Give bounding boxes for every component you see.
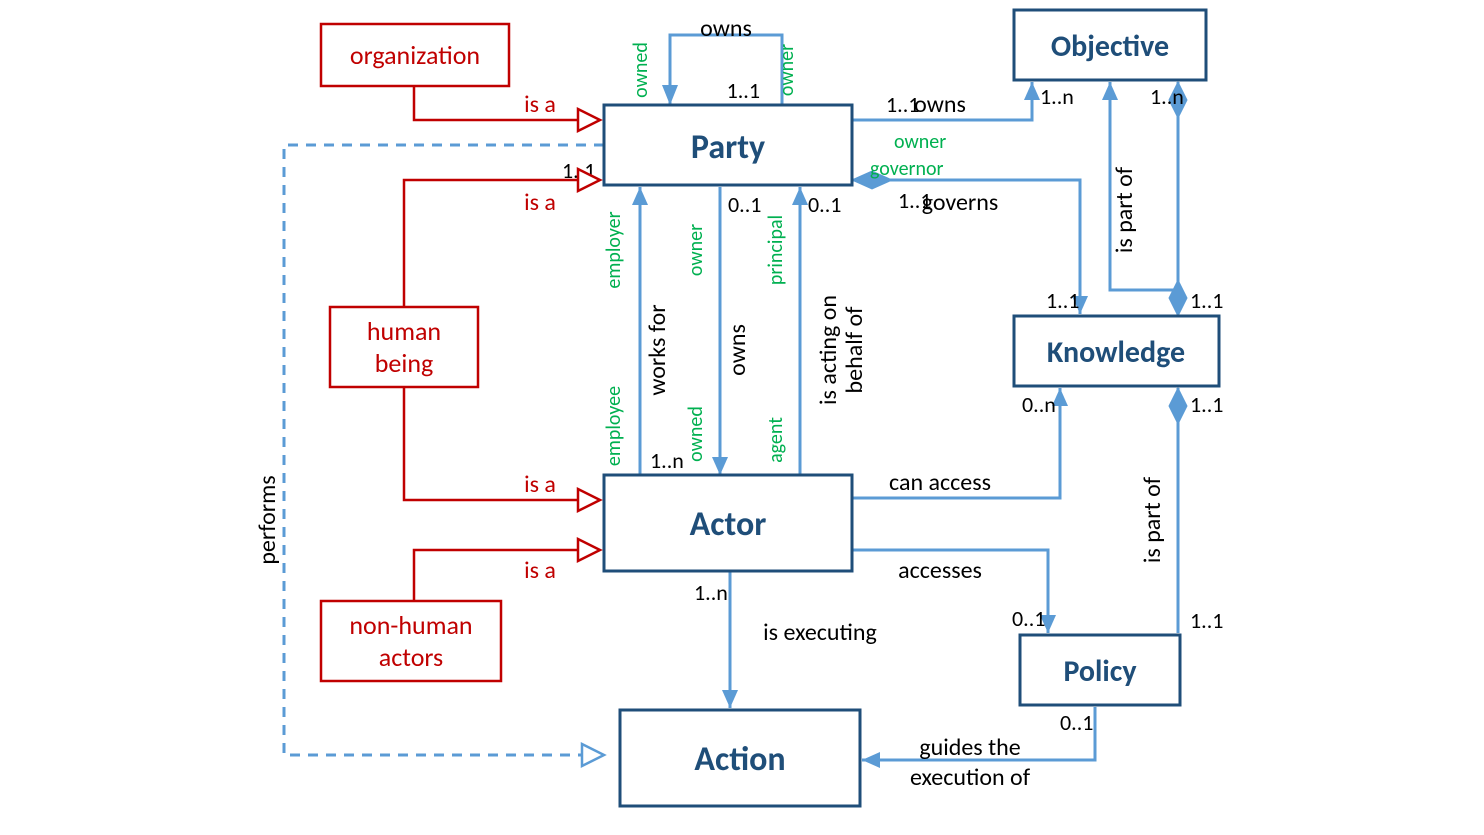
label-guides2: execution of (910, 763, 1031, 792)
mult-policy-partof-s: 1..1 (1190, 607, 1223, 634)
label-owns-self: owns (700, 14, 752, 43)
edge-human-isa-party (404, 180, 588, 307)
label-obj-partof: is part of (1110, 166, 1139, 253)
label-policy-partof: is part of (1138, 476, 1167, 563)
mult-owns-actor-src: 0..1 (728, 191, 761, 218)
role-governor: governor (870, 157, 944, 181)
label-human-isa-party: is a (524, 188, 556, 217)
diamond-policy-partof (1169, 388, 1187, 424)
mult-actsfor-tgt: 0..1 (808, 191, 841, 218)
node-action-label: Action (694, 739, 785, 780)
role-owned-actor: owned (684, 406, 708, 462)
role-employee: employee (602, 386, 626, 466)
arrow-guides (862, 752, 880, 768)
arrow-worksfor (632, 187, 648, 205)
label-accesses: accesses (898, 556, 982, 585)
role-agent: agent (764, 417, 788, 463)
label-nonhuman-isa: is a (524, 556, 556, 585)
label-guides1: guides the (919, 733, 1020, 762)
label-owns-actor: owns (723, 324, 752, 376)
tri-nonhuman-isa (578, 539, 600, 561)
mult-guides-src: 0..1 (1060, 709, 1093, 736)
node-organization-label: organization (350, 39, 480, 71)
node-objective-label: Objective (1051, 28, 1169, 65)
label-worksfor: works for (643, 304, 672, 395)
mult-exec-src: 1..n (694, 579, 728, 606)
node-nonhuman-label1: non-human (349, 609, 472, 641)
arrow-executes (722, 690, 738, 708)
mult-owns-obj-src: 1..1 (886, 91, 919, 118)
arrow-obj-partof (1102, 82, 1118, 100)
uml-diagram: performs owns owned owner 1..1 owns owne… (0, 0, 1484, 835)
mult-wf-src: 1..n (650, 447, 684, 474)
label-org-isa: is a (524, 90, 556, 119)
arrow-owns-objective (1024, 82, 1040, 100)
arrow-party-owns-self (662, 85, 678, 105)
label-executes: is executing (763, 618, 877, 647)
label-actsfor2: behalf of (840, 306, 869, 394)
mult-accesses-tgt: 0..1 (1012, 605, 1045, 632)
edge-human-isa-actor (404, 387, 588, 500)
mult-obj-partof: 1..n (1150, 83, 1184, 110)
mult-owns-obj-tgt: 1..n (1040, 83, 1074, 110)
node-knowledge-label: Knowledge (1047, 334, 1185, 371)
edge-nonhuman-isa (414, 550, 588, 601)
mult-policy-partof-t: 1..1 (1190, 391, 1223, 418)
label-governs: governs (922, 188, 999, 217)
node-human-label2: being (375, 347, 433, 379)
mult-canaccess-tgt: 0..n (1022, 391, 1056, 418)
role-owner-actor: owner (684, 224, 708, 276)
label-performs: performs (253, 475, 282, 564)
tri-org-isa (578, 109, 600, 131)
role-employer: employer (602, 211, 626, 288)
role-owner-self: owner (775, 44, 799, 96)
mult-gov-src: 1..1 (898, 187, 931, 214)
node-human-label1: human (367, 315, 441, 347)
node-policy-label: Policy (1063, 653, 1137, 690)
label-canaccess: can access (889, 468, 991, 497)
node-actor-label: Actor (690, 504, 767, 545)
node-nonhuman-label2: actors (379, 641, 443, 673)
mult-gov-tgt: 1..1 (1046, 287, 1079, 314)
arrow-owns-actor (712, 457, 728, 475)
diamond-know-partof (1169, 280, 1187, 316)
role-owned-self: owned (629, 42, 653, 98)
role-principal: principal (764, 215, 788, 285)
label-actsfor1: is acting on (814, 295, 843, 405)
label-human-isa-actor: is a (524, 470, 556, 499)
arrow-performs (582, 744, 604, 766)
mult-owns-self: 1..1 (727, 77, 760, 104)
mult-know-partof-t: 1..1 (1190, 287, 1223, 314)
arrow-actsfor (792, 187, 808, 205)
label-owns-obj: owns (914, 90, 966, 119)
tri-human-isa-actor (578, 489, 600, 511)
edge-org-isa (414, 86, 588, 120)
node-party-label: Party (691, 127, 765, 168)
role-owner-obj: owner (894, 130, 946, 154)
